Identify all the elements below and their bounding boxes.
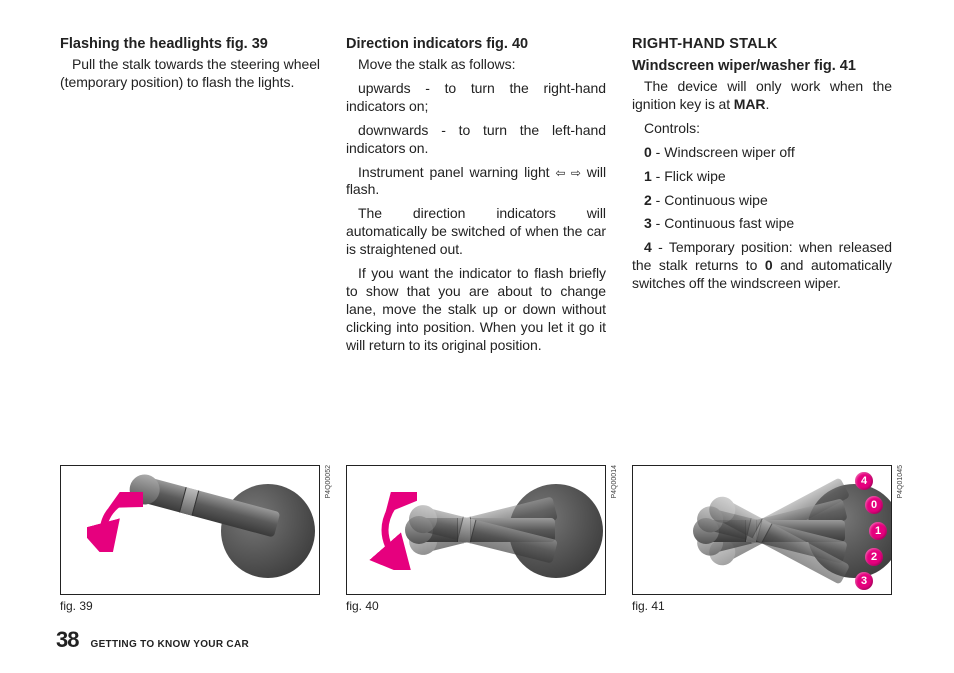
col3-controls-label: Controls: [632,120,892,138]
figure-41: 4 0 1 2 3 [632,465,892,595]
figure-40-wrap: P4Q00014 fig. 40 [346,465,606,613]
fig41-badge: 3 [855,572,873,590]
col3-p1c: . [765,96,769,112]
column-2: Direction indicators fig. 40 Move the st… [346,36,606,613]
figure-40 [346,465,606,595]
col3-heading: Windscreen wiper/washer fig. 41 [632,58,892,74]
col2-p6: If you want the indicator to flash brief… [346,265,606,355]
figure-41-wrap: P4Q01045 40123 fig. 41 [632,465,892,613]
content-columns: Flashing the headlights fig. 39 Pull the… [60,36,906,613]
control-item-text: - Flick wipe [652,168,726,184]
fig41-code: P4Q01045 [897,465,904,498]
fig40-caption: fig. 40 [346,599,606,613]
col3-last-num: 4 [644,239,652,255]
fig41-caption: fig. 41 [632,599,892,613]
page-footer: 38 GETTING TO KNOW YOUR CAR [56,627,906,653]
col3-heading-upper: RIGHT-HAND STALK [632,36,892,52]
fig41-badge: 2 [865,548,883,566]
figure-39 [60,465,320,595]
column-1: Flashing the headlights fig. 39 Pull the… [60,36,320,613]
control-item: 3 - Continuous fast wipe [632,215,892,233]
control-item-text: - Continuous wipe [652,192,768,208]
column-3: RIGHT-HAND STALK Windscreen wiper/washer… [632,36,892,613]
figure-39-wrap: P4Q00052 [60,465,320,613]
footer-section-title: GETTING TO KNOW YOUR CAR [90,639,249,650]
control-item-num: 1 [644,168,652,184]
manual-page: Flashing the headlights fig. 39 Pull the… [0,0,954,673]
control-item-num: 2 [644,192,652,208]
control-item-text: - Continuous fast wipe [652,215,794,231]
col3-p1: The device will only work when the ignit… [632,78,892,114]
fig40-code: P4Q00014 [611,465,618,498]
control-item: 0 - Windscreen wiper off [632,144,892,162]
fig41-badge: 1 [869,522,887,540]
control-item-num: 0 [644,144,652,160]
controls-list: 0 - Windscreen wiper off1 - Flick wipe2 … [632,144,892,240]
fig41-badge: 0 [865,496,883,514]
control-item: 2 - Continuous wipe [632,192,892,210]
col1-heading: Flashing the headlights fig. 39 [60,36,320,52]
col3-last-c: 0 [765,257,773,273]
col2-p5: The direction indicators will automatica… [346,205,606,259]
fig41-badge: 4 [855,472,873,490]
page-number: 38 [56,627,78,653]
col2-heading: Direction indicators fig. 40 [346,36,606,52]
col2-p4a: Instrument panel warning light [358,164,555,180]
control-item: 1 - Flick wipe [632,168,892,186]
col2-p2: upwards - to turn the right-hand indicat… [346,80,606,116]
col3-last-para: 4 - Temporary position: when released th… [632,239,892,293]
col2-p1: Move the stalk as follows: [346,56,606,74]
col1-para1: Pull the stalk towards the steering whee… [60,56,320,92]
control-item-num: 3 [644,215,652,231]
col3-p1b: MAR [734,96,766,112]
control-item-text: - Windscreen wiper off [652,144,795,160]
fig40-arrow-icon [365,492,417,570]
fig39-stalk-icon [129,474,281,538]
col2-p3: downwards - to turn the left-hand indica… [346,122,606,158]
fig39-code: P4Q00052 [325,465,332,498]
indicator-arrows-icon: ⇦ ⇨ [555,166,580,180]
col2-p4: Instrument panel warning light ⇦ ⇨ will … [346,164,606,200]
fig39-caption: fig. 39 [60,599,320,613]
fig39-arrow-icon [87,492,143,552]
